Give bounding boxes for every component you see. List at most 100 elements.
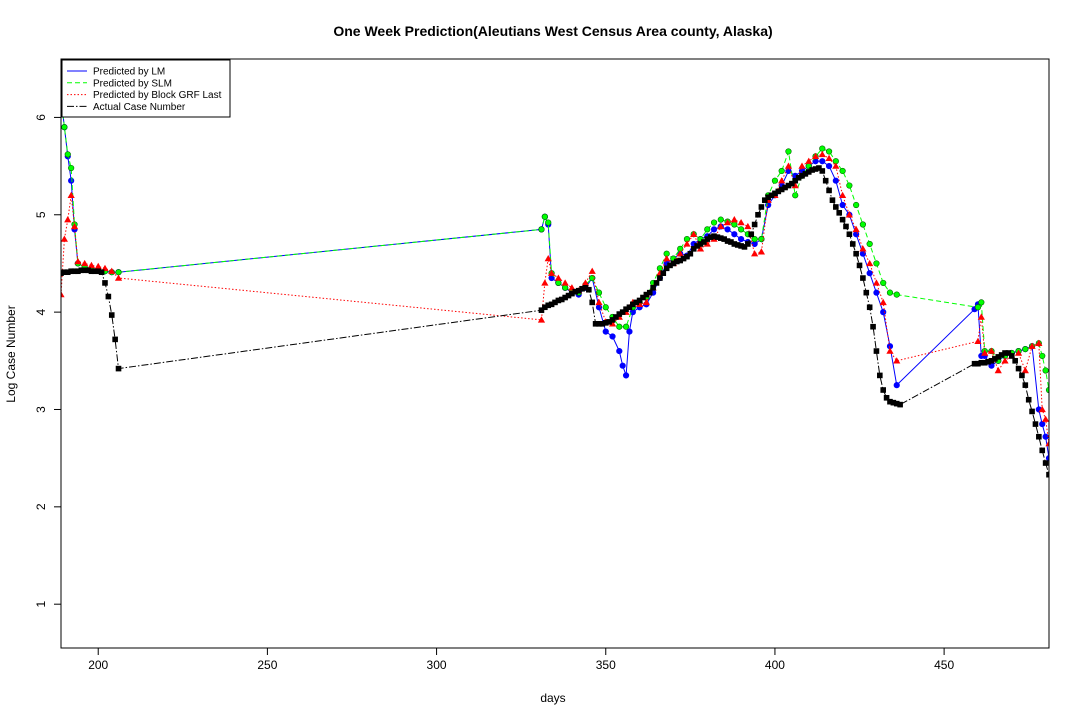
y-tick-label: 4 xyxy=(34,308,48,315)
data-point xyxy=(893,357,901,364)
data-point xyxy=(863,289,870,296)
data-point xyxy=(596,321,602,327)
data-point xyxy=(755,211,761,218)
data-point xyxy=(635,300,644,308)
data-point xyxy=(640,294,646,301)
data-point xyxy=(971,360,978,367)
data-point xyxy=(798,162,806,169)
data-point xyxy=(738,243,744,249)
data-point xyxy=(829,197,836,203)
data-point xyxy=(74,257,82,265)
data-point xyxy=(542,304,548,311)
y-tick-label: 6 xyxy=(34,114,48,121)
series-line xyxy=(61,153,1049,444)
data-point xyxy=(68,164,75,172)
data-point xyxy=(61,124,68,131)
data-point xyxy=(792,177,799,184)
data-point xyxy=(723,218,732,226)
data-point xyxy=(561,279,569,286)
data-point xyxy=(630,301,636,308)
x-tick-label: 350 xyxy=(596,658,616,672)
data-point xyxy=(731,221,738,228)
data-point xyxy=(538,226,545,233)
data-point xyxy=(839,191,847,198)
data-point xyxy=(544,254,552,262)
data-point xyxy=(64,151,71,158)
data-point xyxy=(1022,382,1029,388)
data-point xyxy=(663,254,671,262)
data-point xyxy=(836,210,843,216)
data-point xyxy=(64,216,72,223)
data-point xyxy=(728,239,734,245)
data-point xyxy=(974,304,982,311)
data-point xyxy=(1039,352,1046,360)
data-point xyxy=(94,262,102,270)
data-point xyxy=(890,399,897,406)
data-point xyxy=(1022,346,1029,353)
data-point xyxy=(782,184,788,191)
data-point xyxy=(694,243,700,249)
data-point xyxy=(778,186,785,193)
data-point xyxy=(880,387,887,393)
data-point xyxy=(886,289,894,296)
data-point xyxy=(616,347,623,355)
data-point xyxy=(879,298,887,306)
series-predicted-by-slm xyxy=(61,94,1049,394)
data-point xyxy=(751,250,759,257)
data-point xyxy=(663,265,670,272)
data-point xyxy=(667,262,673,269)
chart-title: One Week Prediction(Aleutians West Censu… xyxy=(333,23,772,39)
data-point xyxy=(799,173,805,179)
data-point xyxy=(115,365,122,372)
data-point xyxy=(602,328,609,335)
data-point xyxy=(839,201,846,209)
data-point xyxy=(812,166,819,172)
data-point xyxy=(88,268,95,275)
data-point xyxy=(730,216,738,223)
data-point xyxy=(1019,372,1025,379)
data-point xyxy=(70,222,79,230)
data-point xyxy=(789,180,795,187)
data-point xyxy=(569,290,575,297)
data-point xyxy=(856,262,863,269)
data-point xyxy=(853,201,860,209)
data-point xyxy=(845,211,853,218)
data-point xyxy=(1014,349,1023,356)
data-point xyxy=(642,298,650,306)
data-point xyxy=(870,323,876,330)
y-tick-label: 3 xyxy=(34,406,48,413)
data-point xyxy=(653,280,660,286)
data-point xyxy=(988,358,995,364)
data-point xyxy=(825,162,833,170)
data-point xyxy=(1029,408,1035,415)
data-point xyxy=(741,244,748,250)
data-point xyxy=(1032,421,1039,427)
data-point xyxy=(1008,353,1015,359)
data-point xyxy=(852,225,860,233)
data-point xyxy=(819,158,826,165)
data-point xyxy=(765,194,771,201)
data-point xyxy=(606,319,612,325)
data-point xyxy=(731,231,738,238)
data-point xyxy=(68,268,74,275)
data-point xyxy=(866,259,874,267)
data-point xyxy=(1001,357,1009,364)
data-point xyxy=(887,398,893,405)
data-point xyxy=(731,241,738,247)
series-line xyxy=(61,167,1049,475)
data-point xyxy=(609,317,616,323)
data-point xyxy=(1012,358,1018,364)
data-point xyxy=(115,269,122,276)
data-point xyxy=(995,354,1002,360)
data-point xyxy=(805,169,812,175)
data-point xyxy=(977,313,985,320)
data-point xyxy=(575,287,582,294)
data-point xyxy=(545,219,552,226)
data-point xyxy=(75,268,81,275)
data-point xyxy=(792,192,799,199)
data-point xyxy=(1046,471,1049,478)
data-point xyxy=(61,269,68,276)
data-point xyxy=(883,394,890,401)
y-tick-label: 5 xyxy=(34,211,48,218)
data-point xyxy=(558,296,565,303)
